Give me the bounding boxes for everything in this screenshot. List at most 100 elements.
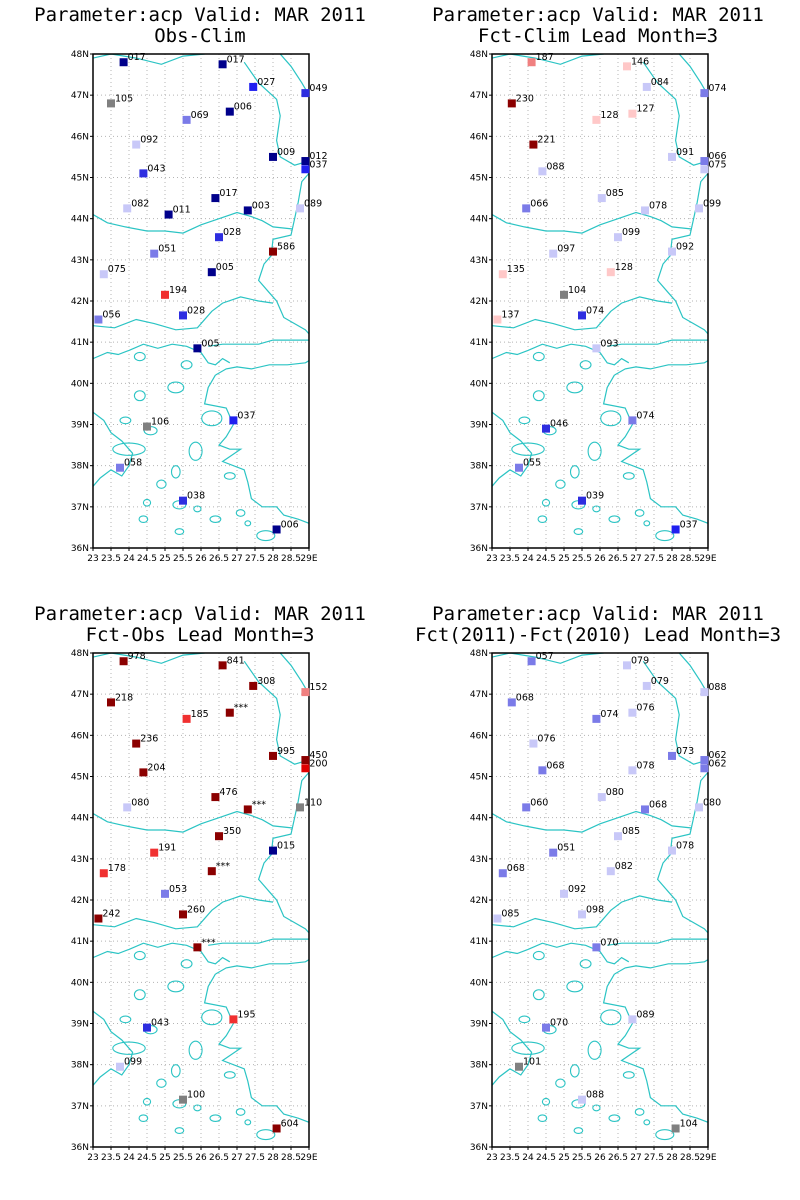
station-marker [301, 157, 310, 166]
station-value-label: 242 [102, 909, 120, 920]
x-tick-label: 28.5 [281, 554, 301, 564]
station-value-label: 049 [309, 83, 327, 94]
station-marker [301, 165, 310, 174]
station-value-label: 043 [151, 1018, 169, 1029]
station-marker [623, 661, 631, 670]
station-value-label: 073 [676, 746, 694, 757]
x-tick-label: 23 [486, 554, 497, 564]
station-marker [269, 152, 277, 161]
x-tick-label: 26.5 [209, 1153, 229, 1163]
y-tick-label: 45N [71, 174, 89, 184]
y-tick-label: 40N [470, 379, 488, 389]
station-value-label: 075 [708, 159, 726, 170]
station-marker [549, 249, 558, 258]
y-tick-label: 42N [470, 896, 488, 906]
y-tick-label: 43N [470, 256, 488, 266]
station-value-label: 068 [546, 760, 564, 771]
panel-4-title-line1: Parameter:acp Valid: MAR 2011 [432, 603, 764, 625]
station-value-label: 097 [557, 244, 575, 255]
x-tick-label: 29E [300, 1153, 317, 1163]
station-marker [671, 1124, 680, 1133]
station-marker [179, 311, 187, 320]
station-marker [542, 1023, 550, 1032]
station-marker [272, 525, 281, 534]
y-tick-label: 44N [71, 814, 89, 824]
x-tick-label: 25 [159, 1153, 170, 1163]
station-marker [132, 739, 141, 748]
station-value-label: 017 [128, 52, 146, 63]
station-marker [668, 247, 676, 256]
x-tick-label: 23 [87, 554, 98, 564]
station-marker [301, 89, 310, 98]
x-tick-label: 23 [87, 1153, 98, 1163]
station-value-label: 221 [537, 135, 555, 146]
x-tick-label: 26 [594, 554, 606, 564]
station-value-label: 088 [586, 1090, 604, 1101]
station-value-label: 586 [277, 242, 295, 253]
station-marker [507, 698, 516, 707]
y-tick-label: 42N [71, 896, 89, 906]
station-value-label: 046 [550, 419, 568, 430]
station-value-label: 051 [158, 244, 176, 255]
station-value-label: 079 [631, 655, 649, 666]
station-value-label: 450 [309, 750, 327, 761]
station-marker [296, 204, 304, 213]
x-tick-label: 23.5 [500, 1153, 520, 1163]
station-value-label: 152 [309, 682, 327, 693]
station-marker [123, 803, 132, 812]
station-marker [592, 943, 601, 952]
station-value-label: 066 [530, 198, 548, 209]
station-value-label: *** [216, 861, 231, 872]
panel-1-title-line1: Parameter:acp Valid: MAR 2011 [34, 4, 366, 26]
y-tick-label: 46N [470, 132, 488, 142]
map-panel-4: 36N 37N 38N 39N 40N 41N 42N 43N 44N 45N 46N 47N 48N 2… [470, 649, 727, 1163]
station-value-label: 028 [187, 305, 205, 316]
station-marker [498, 869, 507, 878]
station-value-label: 088 [708, 682, 726, 693]
x-tick-label: 25.5 [572, 554, 592, 564]
station-value-label: 085 [501, 909, 519, 920]
station-marker [522, 204, 531, 213]
x-tick-label: 28 [666, 1153, 678, 1163]
station-value-label: 091 [676, 147, 694, 158]
station-marker [139, 768, 148, 777]
station-value-label: 185 [191, 709, 209, 720]
y-tick-label: 36N [470, 544, 488, 554]
station-marker [668, 152, 676, 161]
x-tick-label: 28 [267, 554, 279, 564]
station-value-label: 099 [703, 198, 721, 209]
station-value-label: 068 [516, 692, 534, 703]
station-value-label: 075 [108, 264, 126, 275]
y-tick-label: 38N [71, 462, 89, 472]
y-tick-label: 47N [71, 91, 89, 101]
x-tick-label: 29E [699, 1153, 716, 1163]
x-tick-label: 25 [558, 554, 569, 564]
x-tick-label: 27 [231, 1153, 242, 1163]
station-value-label: 104 [680, 1118, 698, 1129]
station-marker [229, 416, 238, 425]
station-marker [207, 867, 216, 876]
station-value-label: 088 [546, 161, 564, 172]
station-value-label: 101 [523, 1057, 541, 1068]
station-marker [578, 1095, 586, 1104]
panel-3-title: Parameter:acp Valid: MAR 2011 Fct-Obs Le… [10, 604, 390, 646]
y-tick-label: 47N [470, 91, 488, 101]
station-marker [606, 268, 615, 277]
station-marker [700, 756, 709, 765]
station-value-label: 194 [169, 285, 187, 296]
station-marker [116, 463, 124, 472]
station-marker [641, 206, 649, 215]
x-tick-label: 23.5 [500, 554, 520, 564]
station-value-label: 236 [140, 734, 158, 745]
station-value-label: 092 [568, 884, 586, 895]
y-tick-label: 37N [470, 503, 488, 513]
station-marker [243, 805, 252, 814]
station-marker [498, 270, 507, 279]
panel-4-subtitle: Fct(2011)-Fct(2010) Lead Month=3 [414, 624, 782, 646]
station-value-label: 037 [309, 159, 327, 170]
station-marker [628, 1015, 637, 1024]
station-marker [538, 766, 547, 775]
station-value-label: 006 [234, 102, 252, 113]
station-value-label: 082 [131, 198, 149, 209]
